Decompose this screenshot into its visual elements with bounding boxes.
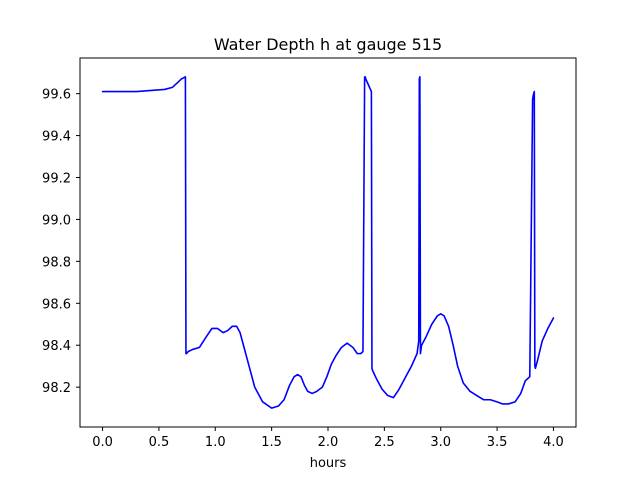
x-tick-label: 0.5: [149, 435, 170, 450]
axes-frame: [79, 57, 577, 428]
x-tick-label: 4.0: [543, 435, 564, 450]
x-tick-label: 2.0: [318, 435, 339, 450]
x-tick-label: 2.5: [374, 435, 395, 450]
y-tick-label: 99.2: [42, 172, 71, 187]
x-tick-label: 1.5: [261, 435, 282, 450]
x-tick-label: 3.0: [430, 435, 451, 450]
y-tick-label: 98.4: [42, 339, 71, 354]
y-tick-label: 98.2: [42, 381, 71, 396]
plot-area: [101, 76, 555, 409]
x-tick-label: 0.0: [92, 435, 113, 450]
y-tick-label: 99.0: [42, 213, 71, 228]
y-tick-label: 99.4: [42, 130, 71, 145]
x-tick-label: 1.0: [205, 435, 226, 450]
y-tick-label: 99.6: [42, 88, 71, 103]
x-axis-label: hours: [310, 456, 347, 471]
x-tick-label: 3.5: [487, 435, 508, 450]
y-tick-label: 98.8: [42, 255, 71, 270]
series-line-0: [101, 76, 555, 409]
y-tick-label: 98.6: [42, 297, 71, 312]
x-axis-ticks: 0.0 0.5 1.0 1.5 2.0 2.5 3.0 3.5 4.0: [92, 427, 564, 450]
chart-title: Water Depth h at gauge 515: [214, 35, 442, 54]
y-axis-ticks: 98.2 98.4 98.6 98.8 99.0 99.2 99.4 99.6: [42, 88, 80, 396]
